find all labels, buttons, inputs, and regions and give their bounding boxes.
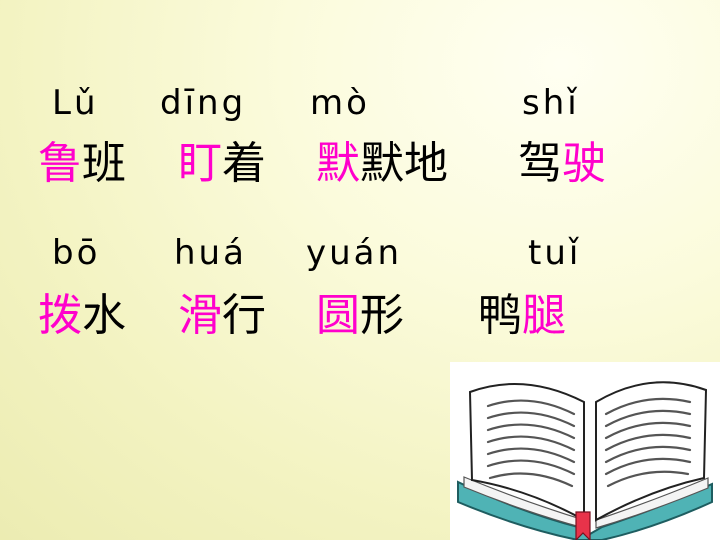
plain-char: 驾 xyxy=(518,138,562,189)
highlight-char: 盯 xyxy=(178,138,222,189)
open-book-icon xyxy=(450,362,720,540)
pinyin-hua: huá xyxy=(174,233,247,273)
pinyin-shi: shǐ xyxy=(522,83,580,123)
pinyin-mo: mò xyxy=(310,83,370,123)
left-page-text-lines xyxy=(486,399,576,488)
highlight-char: 拨 xyxy=(38,290,82,341)
word-jiashi: 驾驶 xyxy=(518,142,606,186)
word-yuanxing: 圆形 xyxy=(316,294,404,338)
word-dingzhe: 盯着 xyxy=(178,142,266,186)
pinyin-lu: Lǔ xyxy=(52,83,99,123)
highlight-char: 滑 xyxy=(178,290,222,341)
pinyin-bo: bō xyxy=(52,233,101,273)
plain-char: 着 xyxy=(222,138,266,189)
plain-char: 水 xyxy=(82,290,126,341)
highlight-char: 圆 xyxy=(316,290,360,341)
word-boshui: 拨水 xyxy=(38,294,126,338)
highlight-char: 腿 xyxy=(522,290,566,341)
highlight-char: 默 xyxy=(316,138,360,189)
plain-char: 班 xyxy=(82,138,126,189)
word-luban: 鲁班 xyxy=(38,142,126,186)
pinyin-tui: tuǐ xyxy=(528,233,582,273)
plain-char: 鸭 xyxy=(478,290,522,341)
word-momode: 默默地 xyxy=(316,142,448,186)
plain-char: 形 xyxy=(360,290,404,341)
highlight-char: 鲁 xyxy=(38,138,82,189)
word-huaxing: 滑行 xyxy=(178,294,266,338)
page-edge-right xyxy=(595,477,709,529)
pinyin-yuan: yuán xyxy=(306,233,403,273)
plain-char: 行 xyxy=(222,290,266,341)
word-yatui: 鸭腿 xyxy=(478,294,566,338)
highlight-char: 驶 xyxy=(562,138,606,189)
book-cover xyxy=(457,480,713,540)
plain-char: 默地 xyxy=(360,138,448,189)
pinyin-ding: dīng xyxy=(160,83,247,123)
bookmark xyxy=(575,511,591,540)
right-page-text-lines xyxy=(604,397,692,488)
right-page xyxy=(595,381,708,522)
